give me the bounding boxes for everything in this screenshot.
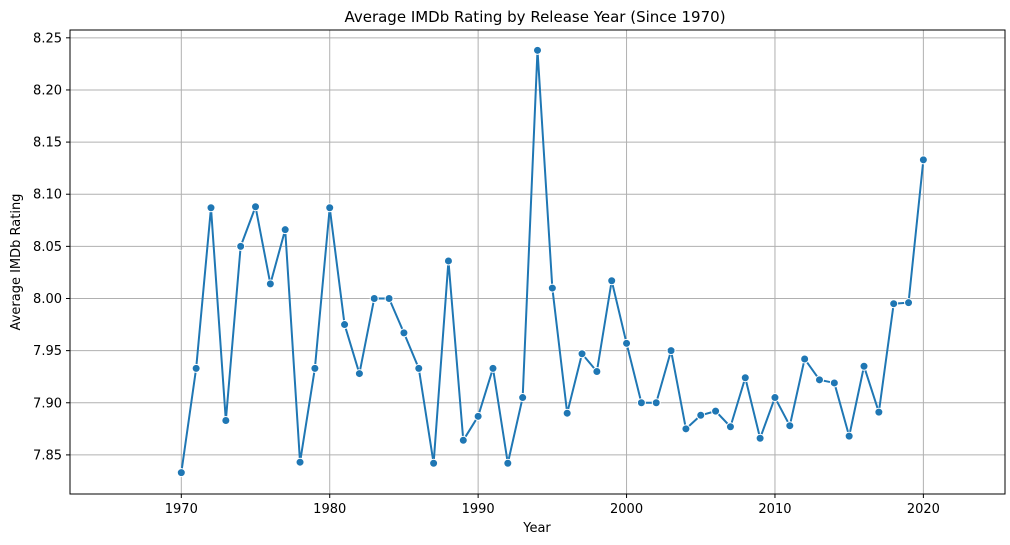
y-tick-label: 7.85 xyxy=(33,448,62,463)
data-point xyxy=(814,375,824,385)
plot-area-frame xyxy=(69,29,1006,495)
data-point xyxy=(236,241,246,251)
y-tick-label: 8.05 xyxy=(33,240,62,255)
data-point xyxy=(191,363,201,373)
data-point xyxy=(651,398,661,408)
data-point xyxy=(221,415,231,425)
series-line xyxy=(180,49,925,473)
x-axis-label: Year xyxy=(522,521,551,536)
data-point xyxy=(755,433,765,443)
data-point xyxy=(636,398,646,408)
y-tick-label: 8.25 xyxy=(33,31,62,46)
data-point xyxy=(770,393,780,403)
data-point xyxy=(577,349,587,359)
data-point xyxy=(711,406,721,416)
data-point xyxy=(399,328,409,338)
x-tick-label: 1970 xyxy=(165,502,198,517)
series-markers xyxy=(176,45,928,478)
data-point xyxy=(443,256,453,266)
data-point xyxy=(458,435,468,445)
y-tick-label: 8.20 xyxy=(33,83,62,98)
data-point xyxy=(829,378,839,388)
x-axis-ticks: 1970 1980 1990 2000 2010 2020 xyxy=(165,494,940,517)
y-tick-label: 8.00 xyxy=(33,292,62,307)
y-tick-label: 7.90 xyxy=(33,396,62,411)
data-point xyxy=(874,407,884,417)
data-point xyxy=(592,366,602,376)
data-point xyxy=(740,373,750,383)
x-tick-label: 2020 xyxy=(907,502,940,517)
data-point xyxy=(265,279,275,289)
data-point xyxy=(533,45,542,55)
data-point xyxy=(562,408,572,418)
data-point xyxy=(325,203,335,213)
data-point xyxy=(785,421,795,431)
y-axis-label: Average IMDb Rating xyxy=(9,194,24,331)
data-point xyxy=(918,155,928,165)
data-point xyxy=(547,283,557,293)
data-point xyxy=(369,293,379,303)
data-point xyxy=(622,338,632,348)
data-point xyxy=(889,299,899,309)
data-point xyxy=(518,393,528,403)
data-point xyxy=(503,458,513,468)
data-point xyxy=(681,424,691,434)
data-point xyxy=(725,422,735,432)
x-tick-label: 1990 xyxy=(462,502,495,517)
y-tick-label: 7.95 xyxy=(33,344,62,359)
data-point xyxy=(295,457,305,467)
data-point xyxy=(310,363,320,373)
data-point xyxy=(666,346,676,356)
data-point xyxy=(844,431,854,441)
y-axis-ticks: 7.85 7.90 7.95 8.00 8.05 8.10 8.15 8.20 8.25 xyxy=(33,31,70,463)
data-point xyxy=(340,320,350,330)
data-point xyxy=(473,411,483,421)
data-point xyxy=(251,202,261,212)
data-point xyxy=(429,458,439,468)
x-tick-label: 2000 xyxy=(610,502,643,517)
data-point xyxy=(176,468,186,478)
grid-lines xyxy=(70,30,1005,494)
y-tick-label: 8.15 xyxy=(33,136,62,151)
data-point xyxy=(488,363,498,373)
data-point xyxy=(904,298,914,308)
data-line xyxy=(180,49,925,473)
data-point xyxy=(800,354,810,364)
data-point xyxy=(607,276,617,286)
x-tick-label: 1980 xyxy=(313,502,346,517)
data-point xyxy=(696,410,706,420)
data-point xyxy=(859,361,869,371)
y-tick-label: 8.10 xyxy=(33,188,62,203)
data-point xyxy=(206,203,216,213)
data-point xyxy=(384,293,394,303)
data-point xyxy=(280,225,290,235)
x-tick-label: 2010 xyxy=(758,502,791,517)
data-point xyxy=(354,369,364,379)
chart-title: Average IMDb Rating by Release Year (Sin… xyxy=(344,8,725,26)
data-point xyxy=(414,363,424,373)
